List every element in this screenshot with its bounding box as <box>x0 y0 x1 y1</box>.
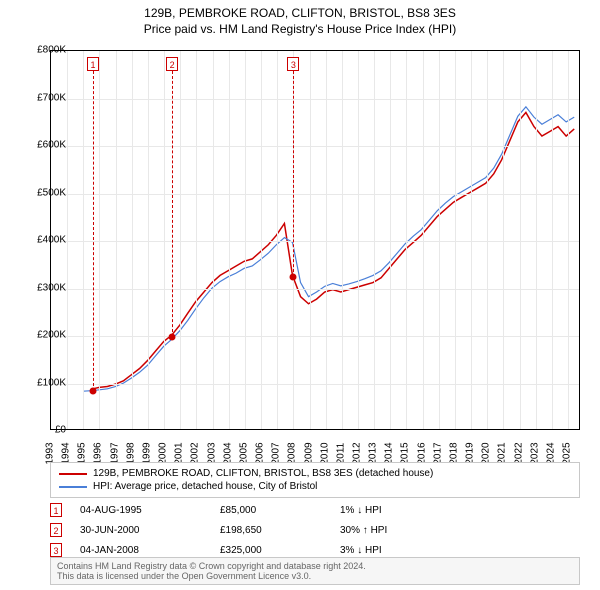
event-pct-2: 30% ↑ HPI <box>340 525 387 536</box>
event-pct-1: 1% ↓ HPI <box>340 505 382 516</box>
grid-v <box>471 51 472 429</box>
y-tick-label: £200K <box>37 330 66 341</box>
y-tick-label: £400K <box>37 235 66 246</box>
footer: Contains HM Land Registry data © Crown c… <box>50 557 580 585</box>
legend: 129B, PEMBROKE ROAD, CLIFTON, BRISTOL, B… <box>50 462 580 498</box>
marker-flag-3: 3 <box>287 57 299 71</box>
marker-dot-2 <box>169 333 176 340</box>
chart-title: 129B, PEMBROKE ROAD, CLIFTON, BRISTOL, B… <box>0 6 600 20</box>
y-tick-label: £0 <box>55 425 66 436</box>
marker-dot-3 <box>290 273 297 280</box>
legend-label-property: 129B, PEMBROKE ROAD, CLIFTON, BRISTOL, B… <box>93 468 433 479</box>
marker-line-2 <box>172 71 173 337</box>
legend-label-hpi: HPI: Average price, detached house, City… <box>93 481 317 492</box>
grid-v <box>568 51 569 429</box>
grid-v <box>180 51 181 429</box>
grid-v <box>148 51 149 429</box>
grid-h <box>51 146 579 147</box>
grid-h <box>51 336 579 337</box>
grid-v <box>261 51 262 429</box>
grid-v <box>342 51 343 429</box>
grid-v <box>213 51 214 429</box>
marker-line-1 <box>93 71 94 391</box>
grid-v <box>277 51 278 429</box>
plot-area: 1 2 3 <box>50 50 580 430</box>
events-list: 1 04-AUG-1995 £85,000 1% ↓ HPI 2 30-JUN-… <box>50 500 580 560</box>
grid-v <box>196 51 197 429</box>
grid-h <box>51 99 579 100</box>
grid-v <box>99 51 100 429</box>
y-tick-label: £300K <box>37 282 66 293</box>
event-price-3: £325,000 <box>220 545 340 556</box>
grid-v <box>455 51 456 429</box>
grid-v <box>229 51 230 429</box>
y-tick-label: £100K <box>37 377 66 388</box>
grid-v <box>487 51 488 429</box>
grid-v <box>390 51 391 429</box>
grid-v <box>423 51 424 429</box>
grid-v <box>245 51 246 429</box>
marker-dot-1 <box>90 387 97 394</box>
chart-subtitle: Price paid vs. HM Land Registry's House … <box>0 22 600 36</box>
event-pct-3: 3% ↓ HPI <box>340 545 382 556</box>
event-date-2: 30-JUN-2000 <box>80 525 220 536</box>
grid-v <box>406 51 407 429</box>
grid-h <box>51 289 579 290</box>
grid-v <box>503 51 504 429</box>
grid-h <box>51 241 579 242</box>
grid-v <box>310 51 311 429</box>
legend-swatch-hpi <box>59 486 87 488</box>
legend-swatch-property <box>59 473 87 475</box>
legend-item-hpi: HPI: Average price, detached house, City… <box>59 480 571 493</box>
grid-v <box>520 51 521 429</box>
y-tick-label: £700K <box>37 92 66 103</box>
grid-v <box>326 51 327 429</box>
grid-v <box>67 51 68 429</box>
legend-item-property: 129B, PEMBROKE ROAD, CLIFTON, BRISTOL, B… <box>59 467 571 480</box>
title-area: 129B, PEMBROKE ROAD, CLIFTON, BRISTOL, B… <box>0 0 600 36</box>
event-row-2: 2 30-JUN-2000 £198,650 30% ↑ HPI <box>50 520 580 540</box>
grid-h <box>51 384 579 385</box>
grid-v <box>358 51 359 429</box>
event-marker-1: 1 <box>50 503 62 517</box>
grid-v <box>116 51 117 429</box>
event-price-1: £85,000 <box>220 505 340 516</box>
grid-v <box>164 51 165 429</box>
chart-svg <box>51 51 579 429</box>
event-row-1: 1 04-AUG-1995 £85,000 1% ↓ HPI <box>50 500 580 520</box>
grid-v <box>374 51 375 429</box>
event-date-3: 04-JAN-2008 <box>80 545 220 556</box>
y-tick-label: £800K <box>37 45 66 56</box>
event-price-2: £198,650 <box>220 525 340 536</box>
y-tick-label: £500K <box>37 187 66 198</box>
grid-h <box>51 194 579 195</box>
event-date-1: 04-AUG-1995 <box>80 505 220 516</box>
grid-v <box>536 51 537 429</box>
footer-line-2: This data is licensed under the Open Gov… <box>57 571 573 581</box>
grid-v <box>552 51 553 429</box>
grid-v <box>83 51 84 429</box>
marker-flag-2: 2 <box>166 57 178 71</box>
grid-v <box>132 51 133 429</box>
marker-flag-1: 1 <box>87 57 99 71</box>
chart-container: 129B, PEMBROKE ROAD, CLIFTON, BRISTOL, B… <box>0 0 600 590</box>
event-marker-3: 3 <box>50 543 62 557</box>
footer-line-1: Contains HM Land Registry data © Crown c… <box>57 561 573 571</box>
event-marker-2: 2 <box>50 523 62 537</box>
marker-line-3 <box>293 71 294 277</box>
y-tick-label: £600K <box>37 140 66 151</box>
grid-v <box>439 51 440 429</box>
